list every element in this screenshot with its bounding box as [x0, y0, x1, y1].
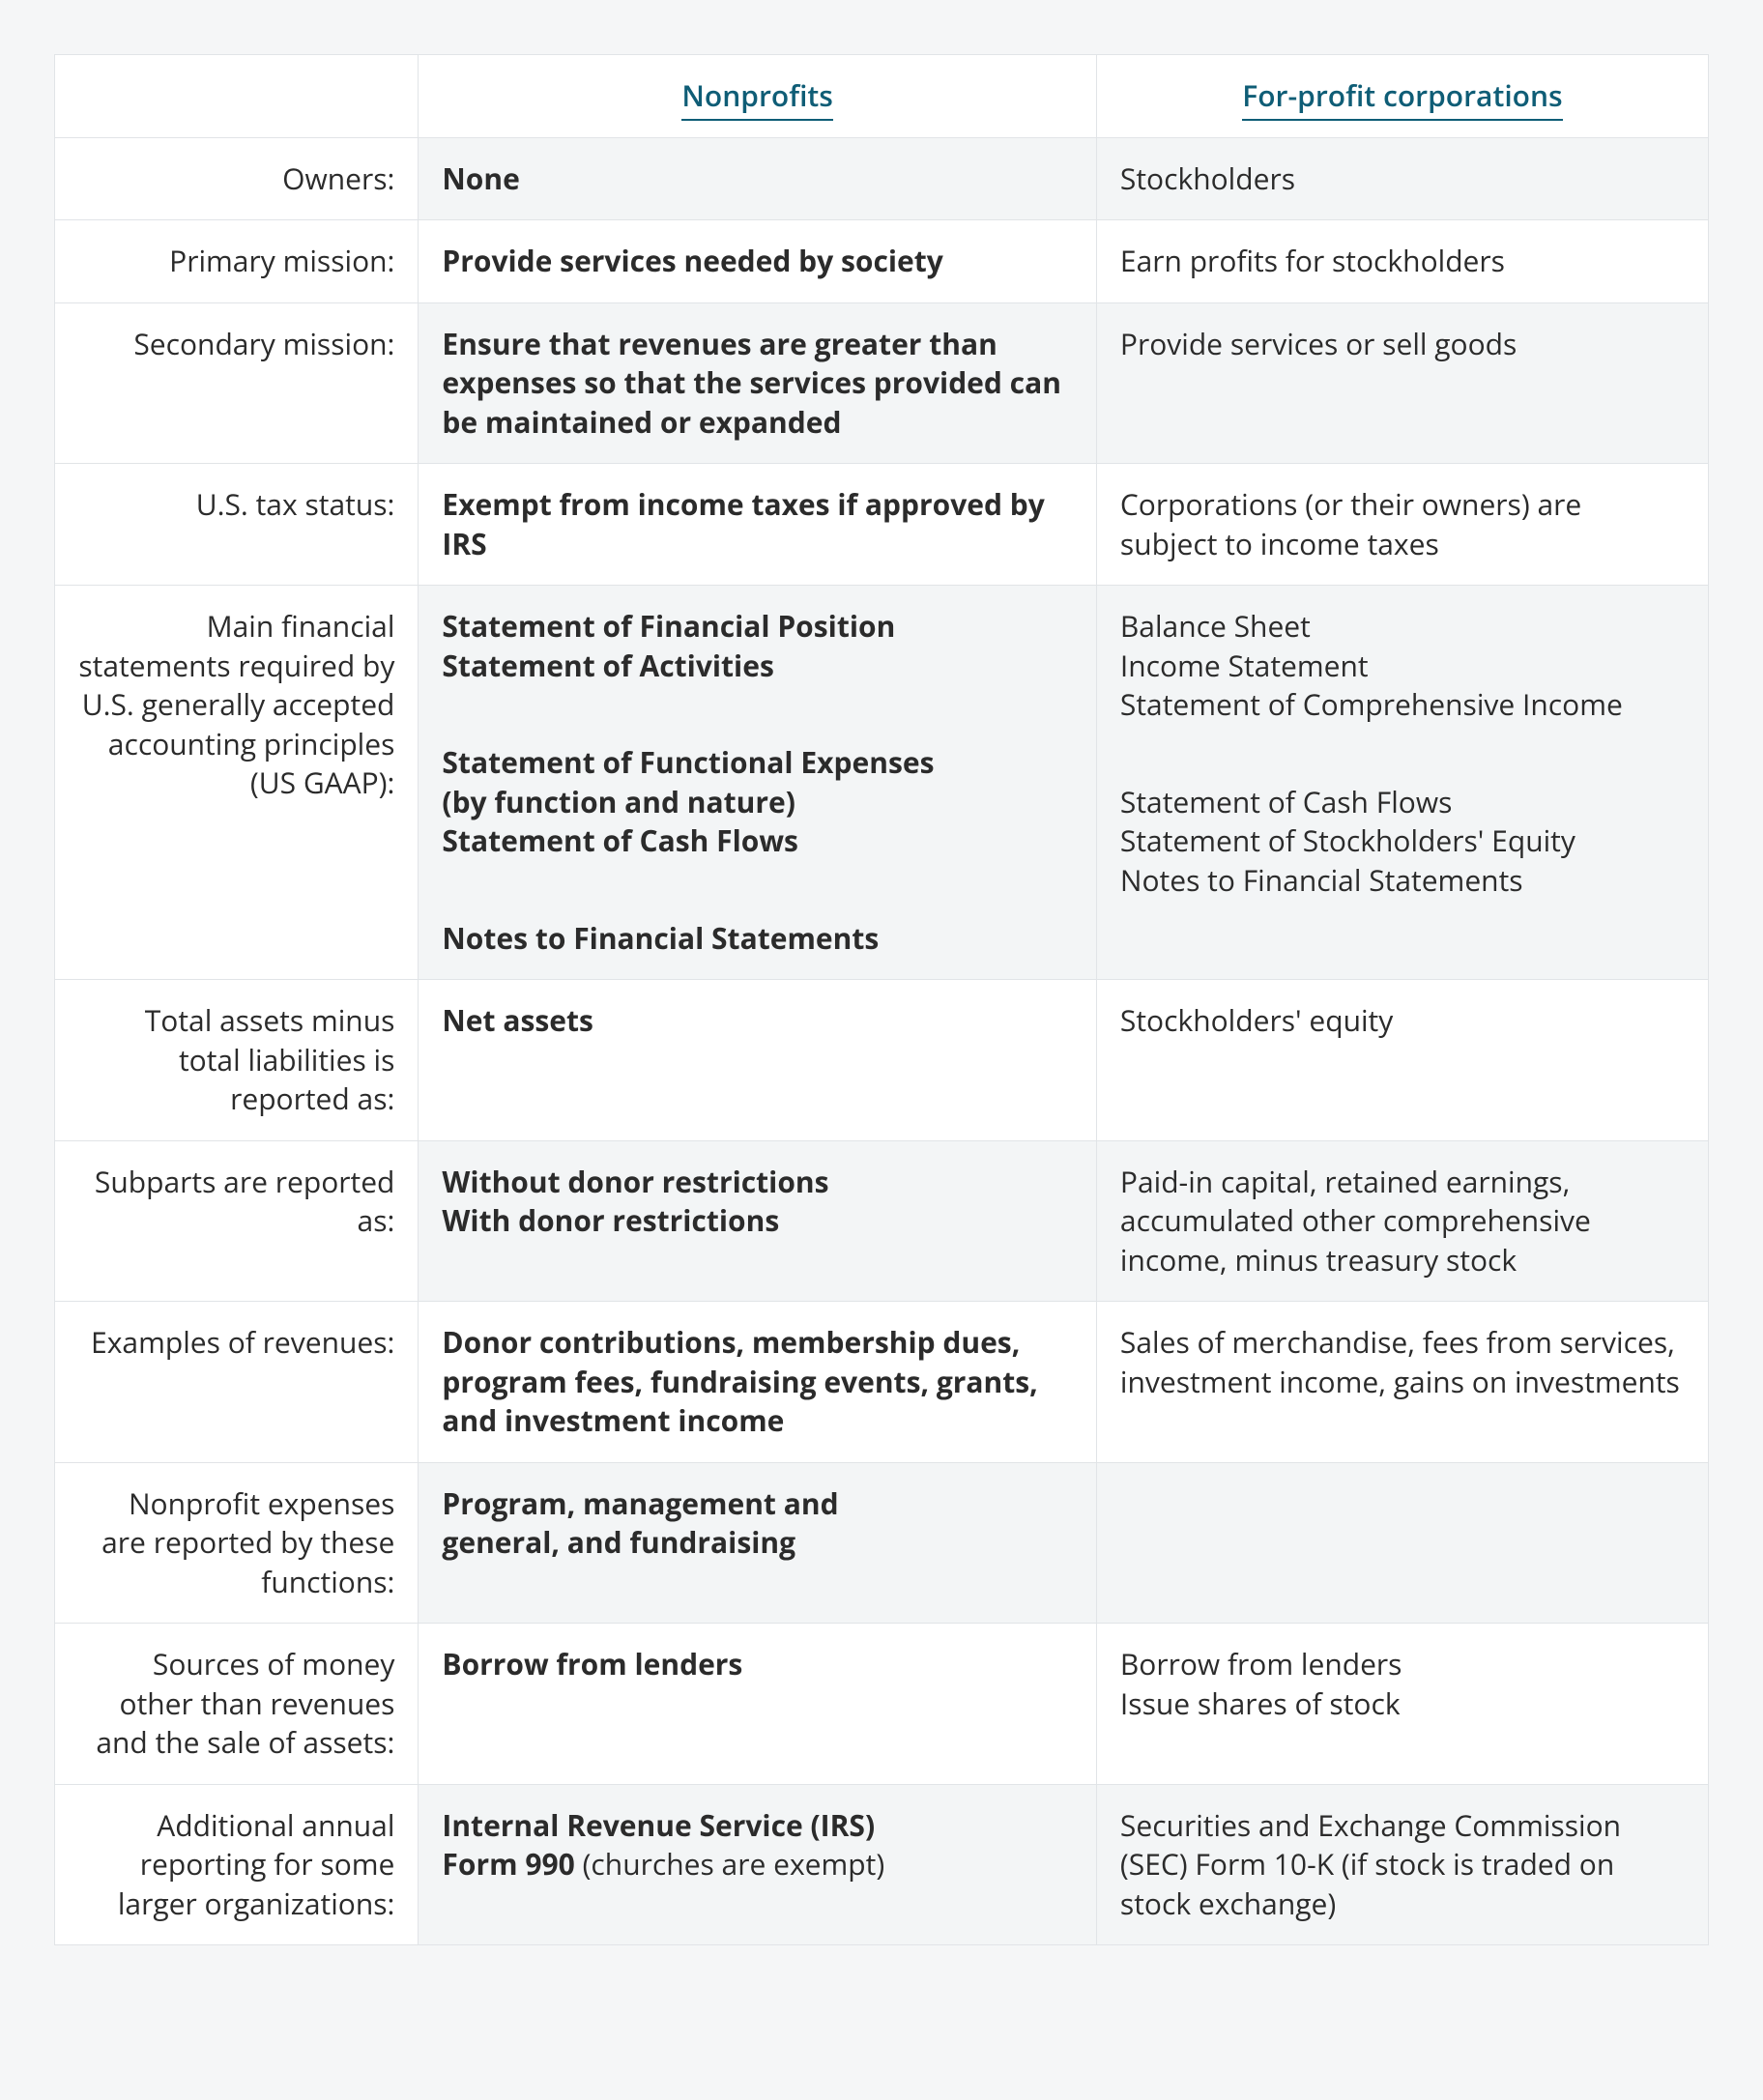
cell-text: None [442, 159, 1073, 199]
cell-text: Statement of Cash Flows [1120, 783, 1685, 822]
cell-text: Stockholders [1120, 159, 1685, 199]
table-row: Sources of money other than revenuesand … [55, 1624, 1709, 1785]
table-row: Subparts are reported as:Without donor r… [55, 1140, 1709, 1302]
cell-forprofit: Corporations (or their owners) are subje… [1096, 464, 1708, 586]
cell-text: Ensure that revenues are greater than ex… [442, 325, 1073, 443]
cell-nonprofit: Provide services needed by society [419, 220, 1097, 303]
nonprofits-link[interactable]: Nonprofits [681, 75, 833, 121]
row-label: Subparts are reported as: [55, 1140, 419, 1302]
cell-text: Statement of Stockholders' Equity [1120, 821, 1685, 861]
row-label: Primary mission: [55, 220, 419, 303]
row-label: Main financial statements required by U.… [55, 586, 419, 980]
cell-text: Net assets [442, 1001, 1073, 1041]
cell-forprofit: Provide services or sell goods [1096, 302, 1708, 464]
cell-text: Program, management andgeneral, and fund… [442, 1484, 1073, 1563]
cell-nonprofit: Net assets [419, 980, 1097, 1141]
row-label: Additional annual reporting for some lar… [55, 1784, 419, 1945]
header-nonprofits: Nonprofits [419, 55, 1097, 138]
cell-nonprofit: None [419, 137, 1097, 220]
table-body: Owners:NoneStockholdersPrimary mission:P… [55, 137, 1709, 1945]
cell-nonprofit: Statement of Financial PositionStatement… [419, 586, 1097, 980]
cell-forprofit: Borrow from lendersIssue shares of stock [1096, 1624, 1708, 1785]
cell-forprofit [1096, 1462, 1708, 1624]
table-row: Nonprofit expenses are reported by these… [55, 1462, 1709, 1624]
table-row: U.S. tax status: Exempt from income taxes… [55, 464, 1709, 586]
header-forprofits: For-profit corporations [1096, 55, 1708, 138]
row-label: Sources of money other than revenuesand … [55, 1624, 419, 1785]
row-label: Examples of revenues: [55, 1302, 419, 1463]
row-label: Total assets minus total liabilities is … [55, 980, 419, 1141]
cell-text: Donor contributions, membership dues, pr… [442, 1323, 1073, 1441]
cell-text: Securities and Exchange Commission (SEC)… [1120, 1806, 1685, 1924]
cell-text: Statement of Activities [442, 647, 1073, 686]
forprofits-link[interactable]: For-profit corporations [1242, 75, 1562, 121]
cell-text: Internal Revenue Service (IRS)Form 990 (… [442, 1806, 1073, 1884]
cell-nonprofit: Internal Revenue Service (IRS)Form 990 (… [419, 1784, 1097, 1945]
cell-text: Statement of Functional Expenses(by func… [442, 743, 1073, 821]
cell-nonprofit: Ensure that revenues are greater than ex… [419, 302, 1097, 464]
comparison-table: Nonprofits For-profit corporations Owner… [54, 54, 1709, 1945]
page: Nonprofits For-profit corporations Owner… [0, 0, 1763, 2100]
cell-text: Notes to Financial Statements [442, 919, 1073, 959]
row-label: U.S. tax status: [55, 464, 419, 586]
cell-nonprofit: Exempt from income taxes if approved by … [419, 464, 1097, 586]
row-label: Owners: [55, 137, 419, 220]
cell-text: Statement of Cash Flows [442, 821, 1073, 861]
cell-text: Notes to Financial Statements [1120, 861, 1685, 901]
cell-forprofit: Stockholders [1096, 137, 1708, 220]
cell-text: Statement of Comprehensive Income [1120, 685, 1685, 725]
cell-forprofit: Balance SheetIncome StatementStatement o… [1096, 586, 1708, 980]
cell-nonprofit: Donor contributions, membership dues, pr… [419, 1302, 1097, 1463]
cell-text: With donor restrictions [442, 1201, 1073, 1241]
cell-forprofit: Earn profits for stockholders [1096, 220, 1708, 303]
cell-text: Stockholders' equity [1120, 1001, 1685, 1041]
header-corner [55, 55, 419, 138]
table-row: Owners: None Stockholders [55, 137, 1709, 220]
row-label: Secondary mission: [55, 302, 419, 464]
cell-text: Provide services or sell goods [1120, 325, 1685, 364]
cell-text: Balance Sheet [1120, 607, 1685, 647]
table-row: Main financial statements required by U.… [55, 586, 1709, 980]
cell-text: Sales of merchandise, fees from services… [1120, 1323, 1685, 1401]
cell-text: Without donor restrictions [442, 1163, 1073, 1202]
table-row: Primary mission: Provide services needed … [55, 220, 1709, 303]
cell-forprofit: Paid-in capital, retained earnings, accu… [1096, 1140, 1708, 1302]
cell-text: Earn profits for stockholders [1120, 242, 1685, 281]
table-header-row: Nonprofits For-profit corporations [55, 55, 1709, 138]
cell-forprofit: Securities and Exchange Commission (SEC)… [1096, 1784, 1708, 1945]
table-row: Additional annual reporting for some lar… [55, 1784, 1709, 1945]
row-label: Nonprofit expenses are reported by these… [55, 1462, 419, 1624]
cell-text: Statement of Financial Position [442, 607, 1073, 647]
cell-text: Provide services needed by society [442, 242, 1073, 281]
cell-forprofit: Sales of merchandise, fees from services… [1096, 1302, 1708, 1463]
table-row: Secondary mission:Ensure that revenues a… [55, 302, 1709, 464]
cell-nonprofit: Program, management andgeneral, and fund… [419, 1462, 1097, 1624]
cell-nonprofit: Without donor restrictionsWith donor res… [419, 1140, 1097, 1302]
cell-text: Paid-in capital, retained earnings, accu… [1120, 1163, 1685, 1280]
cell-text: Issue shares of stock [1120, 1684, 1685, 1724]
table-row: Examples of revenues:Donor contributions… [55, 1302, 1709, 1463]
cell-text: Corporations (or their owners) are subje… [1120, 485, 1685, 563]
cell-text: Borrow from lenders [1120, 1645, 1685, 1684]
table-row: Total assets minus total liabilities is … [55, 980, 1709, 1141]
cell-nonprofit: Borrow from lenders [419, 1624, 1097, 1785]
cell-text: Income Statement [1120, 647, 1685, 686]
cell-text: Borrow from lenders [442, 1645, 1073, 1684]
cell-text: Exempt from income taxes if approved by … [442, 485, 1073, 563]
cell-forprofit: Stockholders' equity [1096, 980, 1708, 1141]
